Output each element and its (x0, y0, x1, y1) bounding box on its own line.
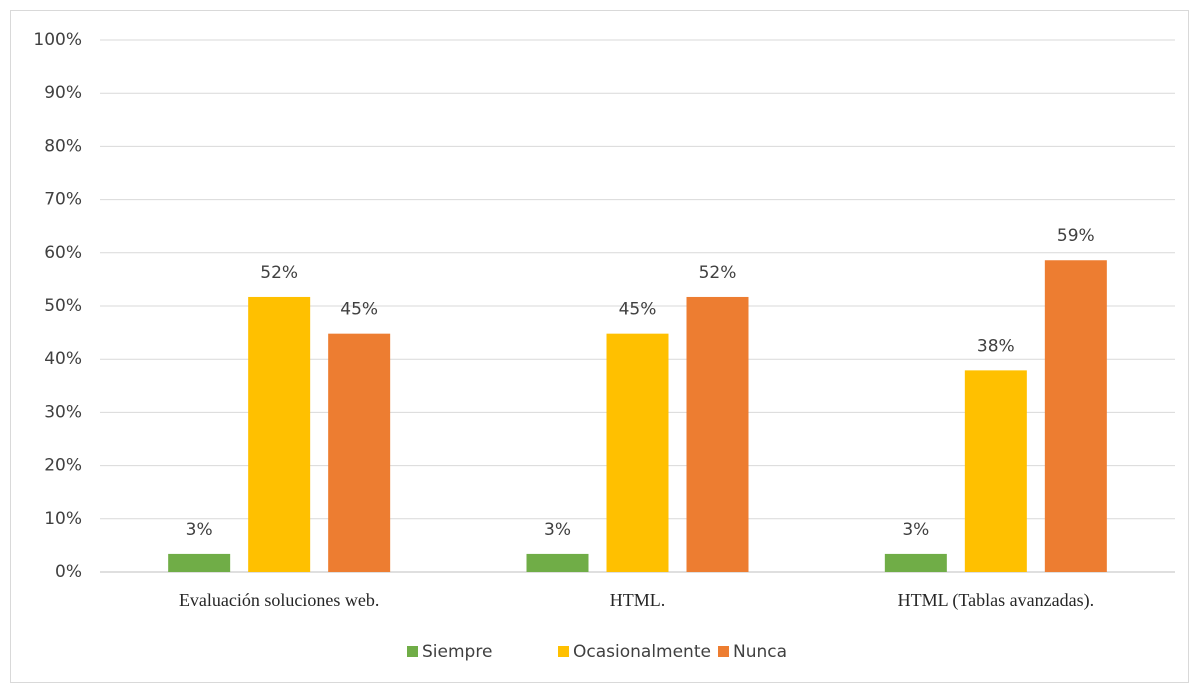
bar (1044, 260, 1107, 572)
bar (686, 296, 749, 572)
y-tick-label: 100% (33, 30, 82, 50)
bar (168, 553, 231, 572)
data-label: 45% (619, 300, 657, 320)
y-tick-label: 80% (44, 136, 82, 156)
legend-label: Ocasionalmente (573, 642, 711, 662)
data-label: 3% (544, 520, 571, 540)
bar (884, 553, 947, 572)
data-label: 52% (260, 263, 298, 283)
data-label: 38% (977, 336, 1015, 356)
y-tick-label: 0% (55, 562, 82, 582)
y-tick-label: 10% (44, 509, 82, 529)
y-tick-label: 60% (44, 243, 82, 263)
y-tick-label: 30% (44, 402, 82, 422)
data-label: 3% (186, 520, 213, 540)
bar (328, 333, 391, 572)
y-tick-label: 70% (44, 190, 82, 210)
bar (526, 553, 589, 572)
y-tick-label: 90% (44, 83, 82, 103)
data-label: 52% (699, 263, 737, 283)
y-tick-label: 40% (44, 349, 82, 369)
data-label: 59% (1057, 226, 1095, 246)
x-tick-label: HTML. (610, 590, 666, 610)
bar (606, 333, 669, 572)
y-tick-label: 50% (44, 296, 82, 316)
data-label: 3% (902, 520, 929, 540)
legend-swatch (718, 646, 729, 657)
y-tick-label: 20% (44, 456, 82, 476)
legend-label: Siempre (422, 642, 492, 662)
x-tick-label: Evaluación soluciones web. (179, 590, 379, 610)
legend-swatch (407, 646, 418, 657)
legend-label: Nunca (733, 642, 787, 662)
legend-swatch (558, 646, 569, 657)
data-label: 45% (340, 300, 378, 320)
bar (248, 296, 311, 572)
x-tick-label: HTML (Tablas avanzadas). (898, 590, 1095, 611)
bar (964, 370, 1027, 572)
